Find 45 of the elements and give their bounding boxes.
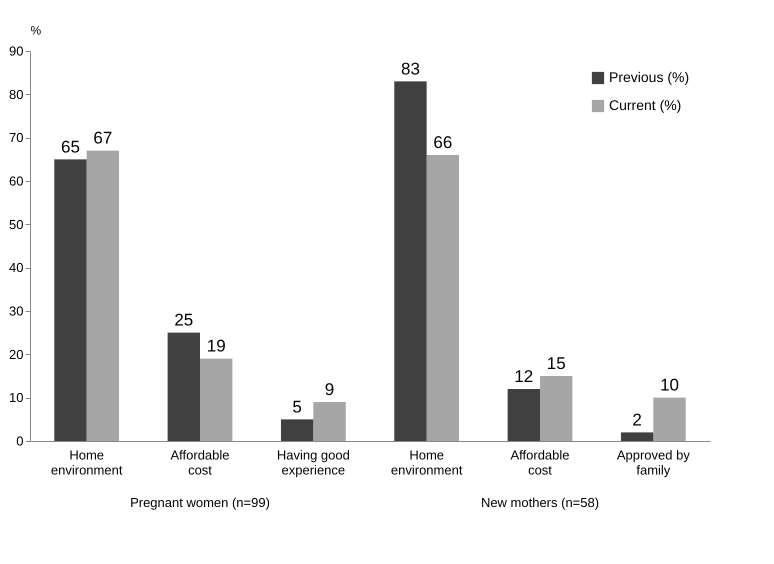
- text: Pregnant women (n=99): [130, 495, 270, 510]
- data-label: 10: [660, 376, 679, 395]
- y-tick-label: 80: [9, 86, 24, 102]
- y-tick-label: 20: [9, 346, 24, 362]
- data-label: 83: [401, 59, 420, 78]
- y-tick-label: 30: [9, 304, 24, 318]
- data-label: 2: [632, 410, 642, 430]
- data-label: 15: [546, 354, 566, 373]
- data-label: 65: [61, 137, 80, 156]
- x-tick-label: Affordable cost: [170, 448, 230, 478]
- x-tick-label: Having good experience: [276, 448, 350, 478]
- x-tick-label: Home environment: [50, 448, 123, 478]
- legend-label: Previous (%): [609, 69, 690, 85]
- bar: [200, 358, 232, 441]
- y-tick-label: 0: [16, 434, 24, 448]
- bar: [653, 398, 686, 441]
- data-label: 66: [433, 133, 452, 152]
- y-tick-label: 10: [9, 390, 24, 406]
- y-tick-label: 40: [9, 260, 24, 276]
- data-label: 67: [93, 128, 112, 148]
- data-label: 25: [174, 310, 194, 330]
- data-label: 12: [514, 367, 534, 386]
- data-label: 9: [324, 380, 334, 399]
- data-label: 19: [206, 336, 226, 356]
- text: New mothers (n=58): [480, 495, 600, 510]
- y-tick-label: 90: [9, 44, 24, 58]
- y-tick-label: 50: [9, 216, 24, 232]
- x-tick-label: Approved by family: [616, 448, 690, 478]
- bar: [280, 419, 314, 441]
- bar: [426, 155, 460, 441]
- bar: [540, 376, 572, 441]
- x-tick-label: Home environment: [390, 448, 463, 478]
- bar: [54, 159, 87, 441]
- y-tick-label: 60: [9, 174, 24, 188]
- bar: [313, 402, 346, 441]
- bar: [508, 389, 540, 441]
- y-axis-title: %: [30, 24, 42, 38]
- legend-label: Current (%): [609, 97, 682, 113]
- bar: [620, 432, 654, 441]
- bar: [86, 150, 120, 441]
- data-label: 5: [292, 397, 302, 416]
- bar: [168, 332, 200, 441]
- bar: [394, 81, 427, 441]
- x-tick-label: Affordable cost: [510, 448, 570, 478]
- y-tick-label: 70: [9, 130, 24, 146]
